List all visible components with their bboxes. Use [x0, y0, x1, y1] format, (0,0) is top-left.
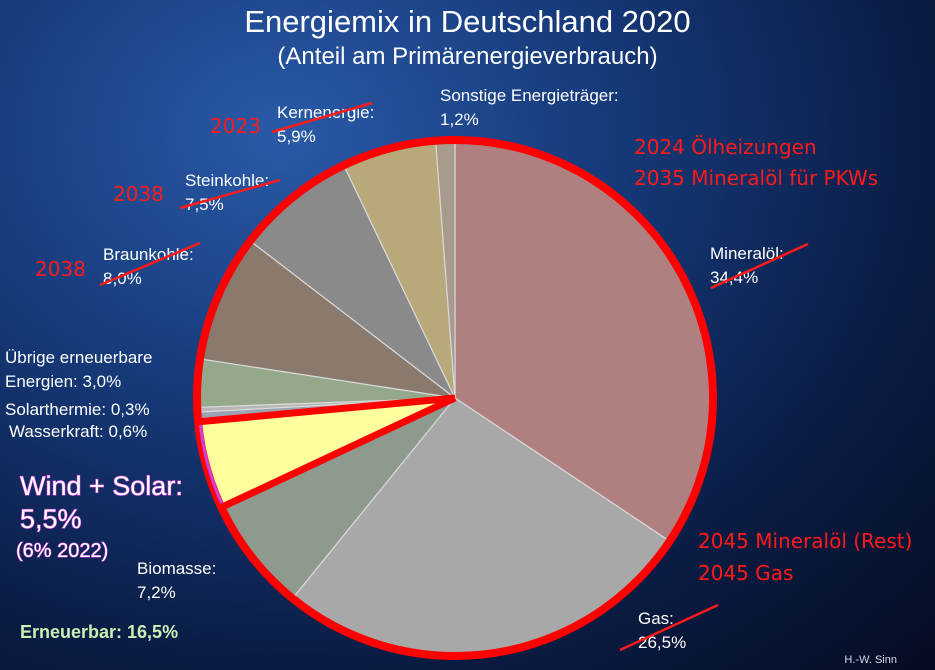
strike-gas: [619, 603, 719, 652]
phaseout-steinkohle: 2038: [113, 182, 164, 206]
phaseout-gas-2: 2045 Gas: [698, 561, 793, 585]
strike-braunkohle: [99, 241, 201, 287]
slice-label-mineraloel: Mineralöl:: [710, 244, 784, 263]
slice-label-uebrige-erneuerbare-line2: Energien: 3,0%: [5, 372, 121, 391]
chart-title: Energiemix in Deutschland 2020: [244, 4, 691, 39]
strike-kernenergie: [271, 101, 373, 134]
phaseout-oel-1: 2024 Ölheizungen: [634, 135, 817, 159]
phaseout-kernenergie: 2023: [210, 114, 261, 138]
slice-label-solarthermie: Solarthermie: 0,3%: [5, 400, 150, 419]
wind-solar-label: Wind + Solar:: [20, 471, 183, 501]
strike-mineraloel: [710, 242, 809, 290]
slice-label-kernenergie: Kernenergie:: [277, 103, 374, 122]
slice-label-braunkohle: Braunkohle:: [103, 245, 194, 264]
wind-solar-arc-glow: [198, 421, 225, 508]
slice-label-sonstige-energietraeger: Sonstige Energieträger:: [440, 86, 619, 105]
slice-label-steinkohle: Steinkohle:: [185, 171, 269, 190]
chart-subtitle: (Anteil am Primärenergieverbrauch): [277, 43, 658, 70]
slice-label-biomasse: Biomasse:: [137, 559, 216, 578]
slice-value-sonstige-energietraeger: 1,2%: [440, 110, 479, 129]
phaseout-gas-1: 2045 Mineralöl (Rest): [698, 529, 912, 553]
slice-label-wasserkraft: Wasserkraft: 0,6%: [9, 422, 147, 441]
phaseout-braunkohle: 2038: [35, 257, 86, 281]
strike-steinkohle: [179, 178, 281, 210]
slice-value-gas: 26,5%: [638, 633, 686, 652]
slice-value-kernenergie: 5,9%: [277, 127, 316, 146]
slice-label-uebrige-erneuerbare-line1: Übrige erneuerbare: [5, 348, 152, 367]
renewable-total: Erneuerbar: 16,5%: [20, 622, 178, 642]
phaseout-oel-2: 2035 Mineralöl für PKWs: [634, 166, 878, 190]
wind-solar-edge-start: [218, 394, 457, 512]
slice-value-braunkohle: 8,0%: [103, 269, 142, 288]
wind-solar-edge-end: [195, 394, 456, 426]
slice-label-gas: Gas:: [638, 609, 674, 628]
author-credit: H.-W. Sinn: [844, 654, 897, 666]
pie-outline: [193, 136, 717, 660]
wind-solar-value: 5,5%: [20, 504, 82, 534]
slice-value-biomasse: 7,2%: [137, 583, 176, 602]
wind-solar-note: (6% 2022): [16, 540, 108, 562]
